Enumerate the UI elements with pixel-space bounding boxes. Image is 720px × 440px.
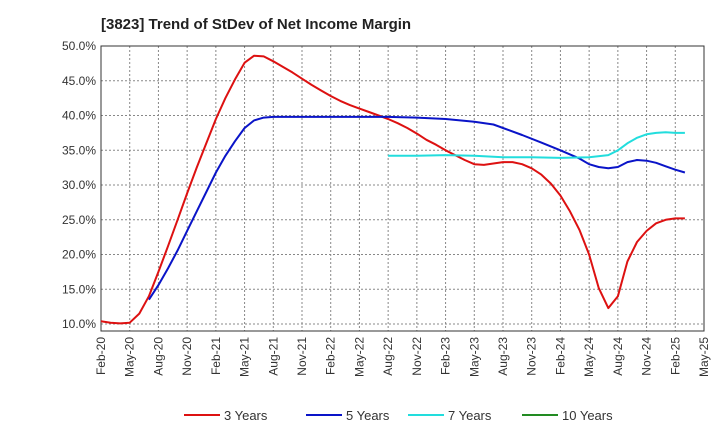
x-tick-label: May-25 [697,337,711,377]
legend-label: 3 Years [224,408,268,423]
series-line-7-years [388,131,685,159]
x-tick-label: Nov-23 [525,337,539,376]
y-tick-label: 30.0% [62,178,96,192]
x-tick-label: Aug-23 [496,337,510,376]
x-axis: Feb-20 May-20 Aug-20 Nov-20 Feb-21 May-21 Aug-… [94,337,711,377]
x-tick-label: Feb-21 [209,337,223,375]
x-tick-label: Aug-21 [266,337,280,376]
x-tick-label: Nov-22 [410,337,424,376]
legend-label: 7 Years [448,408,492,423]
x-tick-label: Nov-24 [640,337,654,376]
x-tick-label: May-22 [352,337,366,377]
legend-label: 5 Years [346,408,390,423]
chart-title: [3823] Trend of StDev of Net Income Marg… [101,16,411,33]
x-tick-label: Aug-22 [381,337,395,376]
series-lines [100,54,686,325]
series-line-5-years [148,115,686,301]
x-tick-label: Feb-25 [668,337,682,375]
x-tick-label: Aug-24 [611,337,625,376]
x-tick-label: May-24 [582,337,596,377]
legend-label: 10 Years [562,408,613,423]
y-tick-label: 20.0% [62,248,96,262]
y-tick-label: 45.0% [62,74,96,88]
plot-area [100,45,705,332]
x-tick-label: Feb-24 [553,337,567,375]
y-tick-label: 35.0% [62,143,96,157]
x-tick-label: Feb-22 [324,337,338,375]
x-tick-label: Nov-20 [180,337,194,376]
x-tick-label: Feb-23 [439,337,453,375]
x-tick-label: May-23 [467,337,481,377]
x-tick-label: Aug-20 [151,337,165,376]
x-tick-label: May-21 [238,337,252,377]
y-tick-label: 40.0% [62,109,96,123]
series-line-3-years [100,54,685,325]
x-tick-label: Feb-20 [94,337,108,375]
grid [100,45,705,331]
x-tick-label: May-20 [123,337,137,377]
y-tick-label: 10.0% [62,317,96,331]
y-tick-label: 50.0% [62,39,96,53]
x-tick-label: Nov-21 [295,337,309,376]
legend: 3 Years 5 Years 7 Years 10 Years [184,408,613,423]
y-axis: 10.0% 15.0% 20.0% 25.0% 30.0% 35.0% 40.0% 45.0%… [62,39,96,331]
y-tick-label: 25.0% [62,213,96,227]
y-tick-label: 15.0% [62,282,96,296]
